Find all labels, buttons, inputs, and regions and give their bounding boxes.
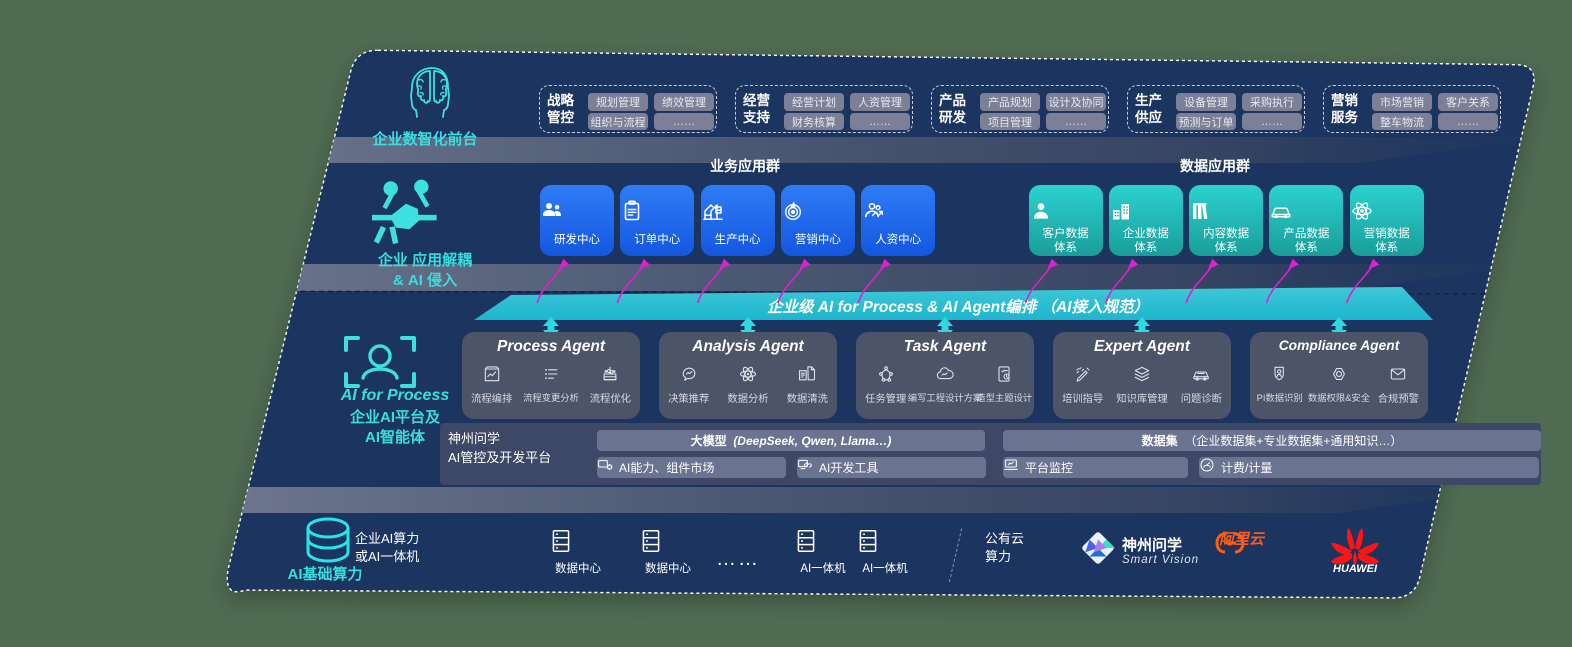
svg-text:HUAWEI: HUAWEI (1333, 563, 1378, 574)
